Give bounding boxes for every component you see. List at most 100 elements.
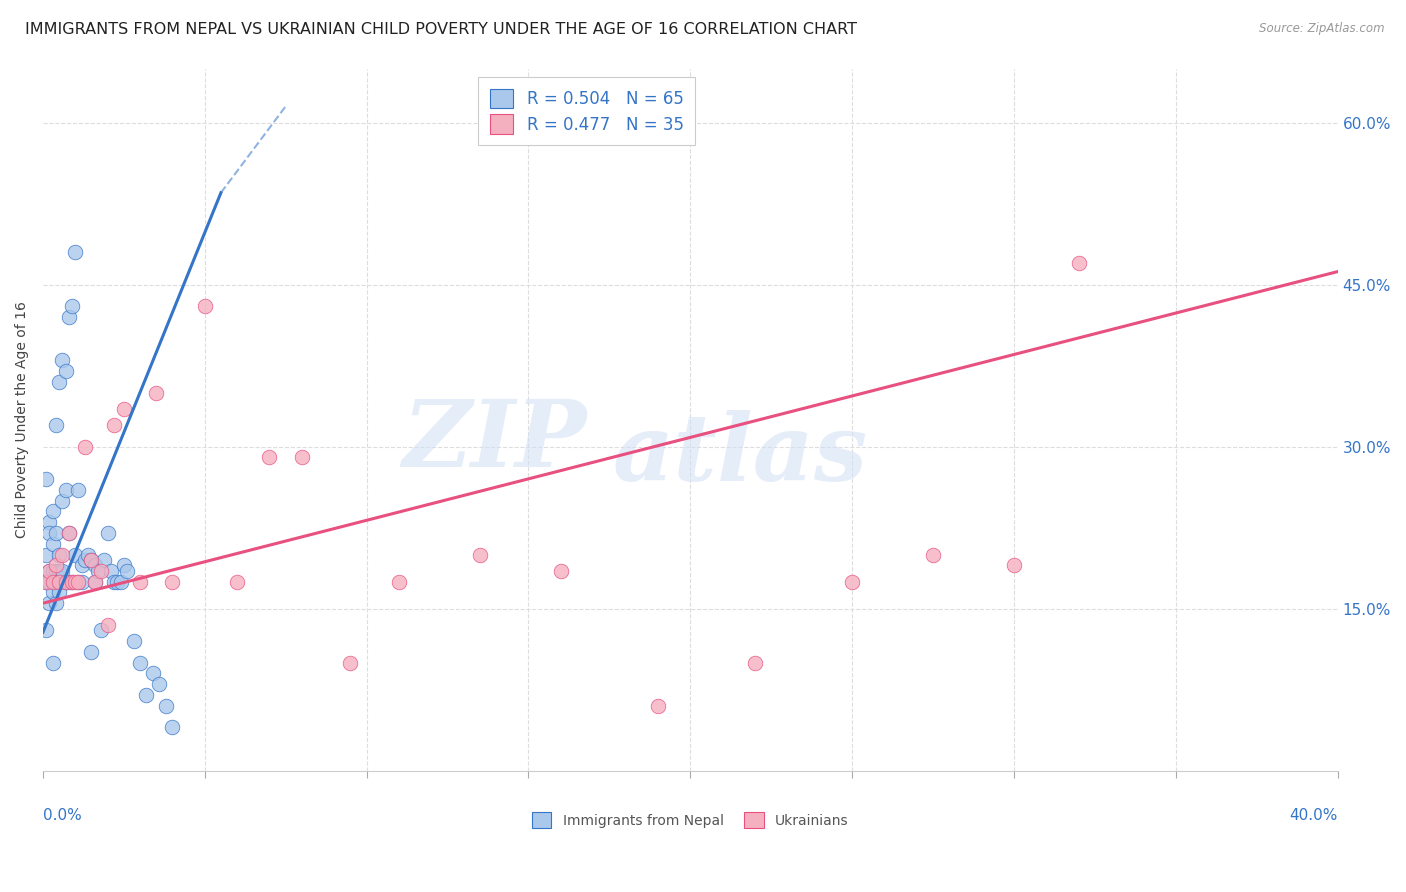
Y-axis label: Child Poverty Under the Age of 16: Child Poverty Under the Age of 16 <box>15 301 30 538</box>
Point <box>73 553 96 567</box>
Point <box>647 698 669 713</box>
Point <box>41 504 63 518</box>
Point <box>41 537 63 551</box>
Point <box>83 558 105 573</box>
Point <box>80 553 103 567</box>
Point <box>45 596 67 610</box>
Point <box>142 666 165 681</box>
Point <box>45 417 67 432</box>
Text: atlas: atlas <box>613 409 868 500</box>
Point <box>90 564 112 578</box>
Point <box>38 596 60 610</box>
Point <box>45 526 67 541</box>
Point <box>841 574 863 589</box>
Point <box>80 645 103 659</box>
Point <box>48 574 70 589</box>
Point <box>51 564 73 578</box>
Point <box>744 656 766 670</box>
Point <box>51 548 73 562</box>
Point <box>100 564 122 578</box>
Point <box>194 299 217 313</box>
Point <box>35 548 58 562</box>
Point <box>112 558 135 573</box>
Point <box>226 574 249 589</box>
Point <box>60 574 83 589</box>
Point <box>291 450 314 465</box>
Point <box>87 564 110 578</box>
Point <box>65 548 87 562</box>
Point <box>129 574 152 589</box>
Point <box>73 440 96 454</box>
Point <box>135 688 157 702</box>
Point <box>51 493 73 508</box>
Point <box>155 698 177 713</box>
Point <box>35 472 58 486</box>
Point <box>35 574 58 589</box>
Point <box>70 574 93 589</box>
Point <box>90 624 112 638</box>
Point <box>115 564 138 578</box>
Point <box>1002 558 1025 573</box>
Point <box>922 548 945 562</box>
Text: ZIP: ZIP <box>402 396 586 485</box>
Point <box>55 574 77 589</box>
Point <box>35 574 58 589</box>
Point <box>83 574 105 589</box>
Point <box>38 526 60 541</box>
Point <box>468 548 491 562</box>
Point <box>67 483 90 497</box>
Point <box>70 558 93 573</box>
Point <box>122 634 145 648</box>
Point <box>55 483 77 497</box>
Point <box>67 574 90 589</box>
Text: Source: ZipAtlas.com: Source: ZipAtlas.com <box>1260 22 1385 36</box>
Point <box>38 515 60 529</box>
Point <box>162 574 184 589</box>
Text: 0.0%: 0.0% <box>44 808 82 822</box>
Point <box>339 656 361 670</box>
Point <box>41 656 63 670</box>
Point <box>41 574 63 589</box>
Point <box>112 401 135 416</box>
Point <box>83 574 105 589</box>
Point <box>103 417 125 432</box>
Legend: Immigrants from Nepal, Ukrainians: Immigrants from Nepal, Ukrainians <box>526 806 853 834</box>
Point <box>48 574 70 589</box>
Point <box>55 364 77 378</box>
Point <box>48 548 70 562</box>
Point <box>148 677 170 691</box>
Point <box>58 526 80 541</box>
Point <box>1067 256 1090 270</box>
Point <box>41 574 63 589</box>
Point <box>58 310 80 324</box>
Point <box>41 585 63 599</box>
Text: IMMIGRANTS FROM NEPAL VS UKRAINIAN CHILD POVERTY UNDER THE AGE OF 16 CORRELATION: IMMIGRANTS FROM NEPAL VS UKRAINIAN CHILD… <box>25 22 858 37</box>
Point <box>48 564 70 578</box>
Point <box>60 299 83 313</box>
Point <box>58 526 80 541</box>
Point <box>38 564 60 578</box>
Point <box>103 574 125 589</box>
Point <box>65 245 87 260</box>
Point <box>45 558 67 573</box>
Point <box>105 574 128 589</box>
Point <box>259 450 281 465</box>
Point <box>38 574 60 589</box>
Point <box>97 526 120 541</box>
Point <box>60 574 83 589</box>
Point <box>110 574 132 589</box>
Point <box>51 353 73 368</box>
Point <box>550 564 572 578</box>
Point <box>77 548 100 562</box>
Point <box>48 375 70 389</box>
Point <box>55 574 77 589</box>
Point <box>93 553 115 567</box>
Point <box>97 617 120 632</box>
Point <box>41 564 63 578</box>
Text: 40.0%: 40.0% <box>1289 808 1337 822</box>
Point <box>48 585 70 599</box>
Point <box>162 721 184 735</box>
Point <box>58 574 80 589</box>
Point <box>45 564 67 578</box>
Point <box>65 574 87 589</box>
